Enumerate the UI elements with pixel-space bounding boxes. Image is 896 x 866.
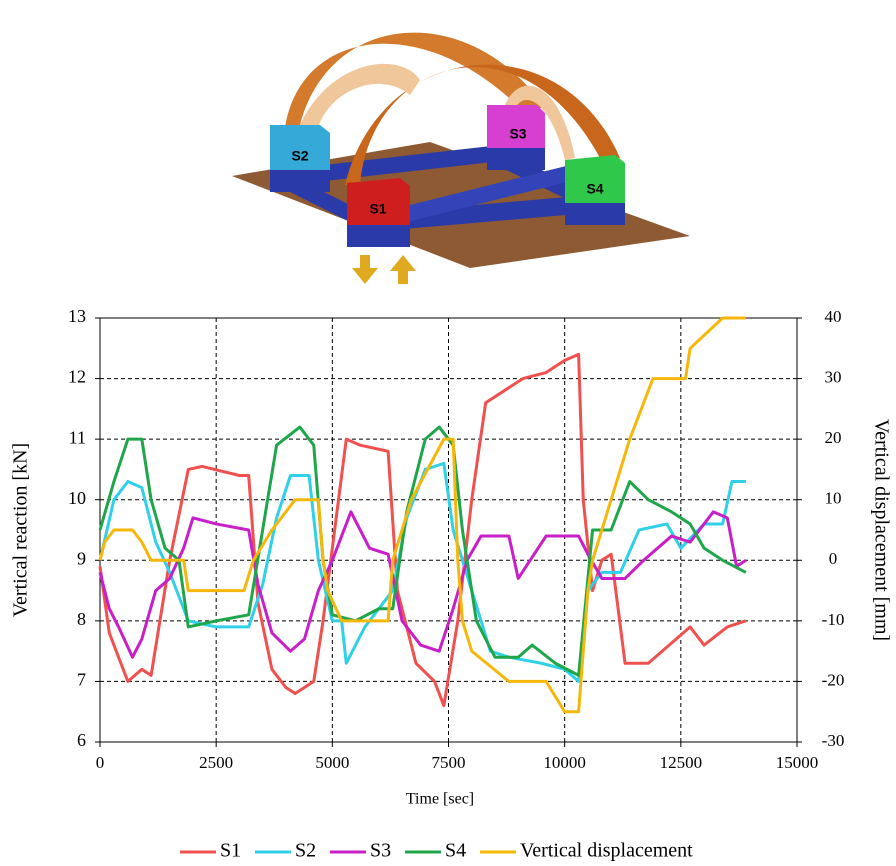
- y2-tick-label: 20: [825, 428, 842, 447]
- series-line: [100, 463, 746, 681]
- legend-label: S2: [295, 840, 316, 862]
- support-label: S1: [369, 201, 386, 217]
- y-tick-label: 7: [77, 670, 86, 690]
- support-label: S3: [509, 126, 526, 142]
- legend-label: S1: [220, 840, 241, 862]
- arrow-down: [352, 255, 378, 284]
- support-base: [347, 225, 410, 247]
- support-label: S4: [586, 181, 603, 197]
- y2-tick-label: -20: [822, 670, 845, 689]
- x-tick-label: 5000: [315, 753, 349, 772]
- y2-tick-label: 10: [825, 489, 842, 508]
- y-tick-label: 13: [68, 306, 86, 326]
- series-line: [100, 318, 746, 712]
- support-label: S2: [291, 148, 308, 164]
- series-line: [100, 427, 746, 675]
- y-axis-label: Vertical reaction [kN]: [10, 443, 32, 617]
- x-tick-label: 12500: [660, 753, 703, 772]
- y-tick-label: 6: [77, 730, 86, 750]
- y-tick-label: 11: [69, 427, 86, 447]
- support-base: [270, 170, 330, 192]
- y-tick-label: 12: [68, 367, 86, 387]
- x-tick-label: 15000: [776, 753, 819, 772]
- support-base: [565, 203, 625, 225]
- x-tick-label: 2500: [199, 753, 233, 772]
- x-axis-label: Time [sec]: [406, 791, 474, 808]
- legend-label: S3: [370, 840, 391, 862]
- illustration: S1 S2 S3 S4: [232, 33, 690, 284]
- y2-tick-label: -10: [822, 610, 845, 629]
- x-tick-label: 7500: [432, 753, 466, 772]
- y2-tick-label: 0: [829, 549, 838, 568]
- series-line: [100, 354, 746, 705]
- y2-axis-label: Vertical displacement [mm]: [870, 419, 892, 641]
- x-tick-label: 10000: [543, 753, 586, 772]
- x-tick-label: 0: [96, 753, 105, 772]
- y2-tick-label: 30: [825, 367, 842, 386]
- y2-tick-label: 40: [825, 307, 842, 326]
- figure: S1 S2 S3 S4 Time [sec] Vertical reaction…: [0, 0, 896, 866]
- y-tick-label: 8: [77, 609, 86, 629]
- support-base: [487, 148, 545, 170]
- y2-tick-label: -30: [822, 731, 845, 750]
- series-line: [100, 512, 746, 657]
- arrow-up: [390, 255, 416, 284]
- legend-label: Vertical displacement: [520, 840, 693, 862]
- y-tick-label: 10: [68, 488, 86, 508]
- y-tick-label: 9: [77, 548, 86, 568]
- legend-label: S4: [445, 840, 466, 862]
